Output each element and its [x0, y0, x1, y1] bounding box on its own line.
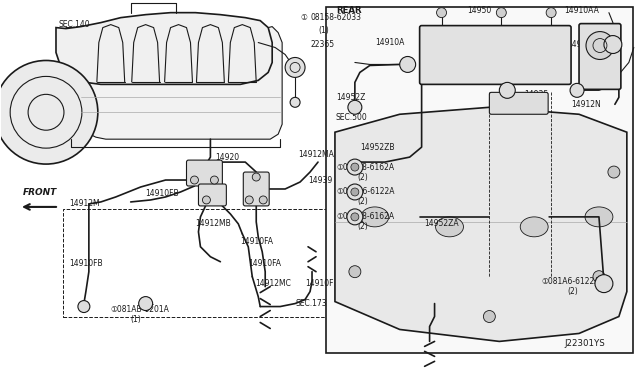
Circle shape: [596, 276, 612, 292]
Circle shape: [497, 8, 506, 17]
Circle shape: [400, 57, 415, 73]
FancyBboxPatch shape: [198, 184, 227, 206]
Text: 14953N: 14953N: [567, 40, 597, 49]
Text: 22365: 22365: [310, 40, 334, 49]
Bar: [63, 209, 337, 317]
Circle shape: [349, 266, 361, 278]
Text: (2): (2): [358, 173, 369, 182]
Text: (2): (2): [567, 287, 578, 296]
Text: 14910F: 14910F: [305, 279, 333, 288]
Text: 08158-62033: 08158-62033: [310, 13, 361, 22]
Circle shape: [593, 271, 605, 283]
Circle shape: [483, 311, 495, 323]
Text: 14910F: 14910F: [186, 166, 214, 174]
Circle shape: [290, 97, 300, 107]
Circle shape: [202, 196, 211, 204]
Circle shape: [259, 196, 267, 204]
Text: 14910A: 14910A: [375, 38, 404, 47]
Circle shape: [608, 166, 620, 178]
Polygon shape: [56, 13, 272, 84]
Text: 14910FB: 14910FB: [146, 189, 179, 199]
Ellipse shape: [361, 207, 388, 227]
FancyBboxPatch shape: [579, 23, 621, 89]
Circle shape: [351, 213, 359, 221]
Text: 14912MC: 14912MC: [255, 279, 291, 288]
Text: 14952ZA: 14952ZA: [424, 219, 460, 228]
Text: FRONT: FRONT: [23, 188, 58, 197]
Text: ①08168-6162A: ①08168-6162A: [336, 163, 394, 171]
Circle shape: [211, 176, 218, 184]
Text: 14910FA: 14910FA: [248, 259, 281, 268]
Bar: [326, 7, 633, 353]
Circle shape: [78, 301, 90, 312]
Circle shape: [245, 196, 253, 204]
FancyBboxPatch shape: [243, 172, 269, 206]
Text: 14952Z: 14952Z: [336, 93, 365, 102]
FancyBboxPatch shape: [490, 92, 548, 114]
Text: SEC.140: SEC.140: [59, 20, 91, 29]
Text: 14910AA: 14910AA: [564, 6, 599, 15]
Text: ①: ①: [300, 13, 307, 22]
Text: 14935: 14935: [524, 90, 548, 99]
Text: ①081A6-6122A: ①081A6-6122A: [541, 277, 600, 286]
Circle shape: [348, 100, 362, 114]
Text: 14912MB: 14912MB: [195, 219, 231, 228]
Text: 14912N: 14912N: [571, 100, 601, 109]
Text: ①081AB-6201A: ①081AB-6201A: [111, 305, 170, 314]
Ellipse shape: [585, 207, 613, 227]
Circle shape: [604, 36, 622, 54]
Text: J22301YS: J22301YS: [564, 339, 605, 348]
Circle shape: [546, 8, 556, 17]
Text: (2): (2): [358, 222, 369, 231]
Circle shape: [191, 176, 198, 184]
Text: 14950: 14950: [467, 6, 492, 15]
Text: 14910FB: 14910FB: [69, 259, 102, 268]
Text: SEC.173: SEC.173: [295, 299, 326, 308]
Text: 14920: 14920: [216, 153, 239, 161]
Circle shape: [351, 188, 359, 196]
Circle shape: [347, 184, 363, 200]
Text: ①08168-6162A: ①08168-6162A: [336, 212, 394, 221]
Polygon shape: [335, 107, 627, 341]
Polygon shape: [66, 26, 282, 139]
Text: 14939: 14939: [308, 176, 332, 185]
Ellipse shape: [436, 217, 463, 237]
Text: 14912MA: 14912MA: [298, 150, 334, 158]
Circle shape: [595, 275, 613, 293]
Circle shape: [347, 209, 363, 225]
Text: 14910FA: 14910FA: [240, 237, 273, 246]
FancyBboxPatch shape: [420, 26, 571, 84]
Circle shape: [252, 173, 260, 181]
FancyBboxPatch shape: [186, 160, 222, 186]
Circle shape: [570, 83, 584, 97]
Circle shape: [586, 32, 614, 60]
Circle shape: [285, 58, 305, 77]
Circle shape: [0, 61, 98, 164]
Text: (2): (2): [358, 198, 369, 206]
Text: (1): (1): [131, 315, 141, 324]
Text: 14952ZB: 14952ZB: [360, 142, 394, 152]
Text: 14953P: 14953P: [474, 38, 503, 47]
Text: 16618M: 16618M: [493, 106, 524, 115]
Circle shape: [347, 159, 363, 175]
Circle shape: [436, 8, 447, 17]
Ellipse shape: [520, 217, 548, 237]
Circle shape: [351, 163, 359, 171]
Text: SEC.500: SEC.500: [336, 113, 368, 122]
Circle shape: [499, 82, 515, 98]
Circle shape: [139, 296, 152, 311]
Text: (1): (1): [318, 26, 329, 35]
Text: ①081A6-6122A: ①081A6-6122A: [336, 187, 394, 196]
Text: 14912M: 14912M: [69, 199, 100, 208]
Text: REAR: REAR: [336, 6, 362, 15]
